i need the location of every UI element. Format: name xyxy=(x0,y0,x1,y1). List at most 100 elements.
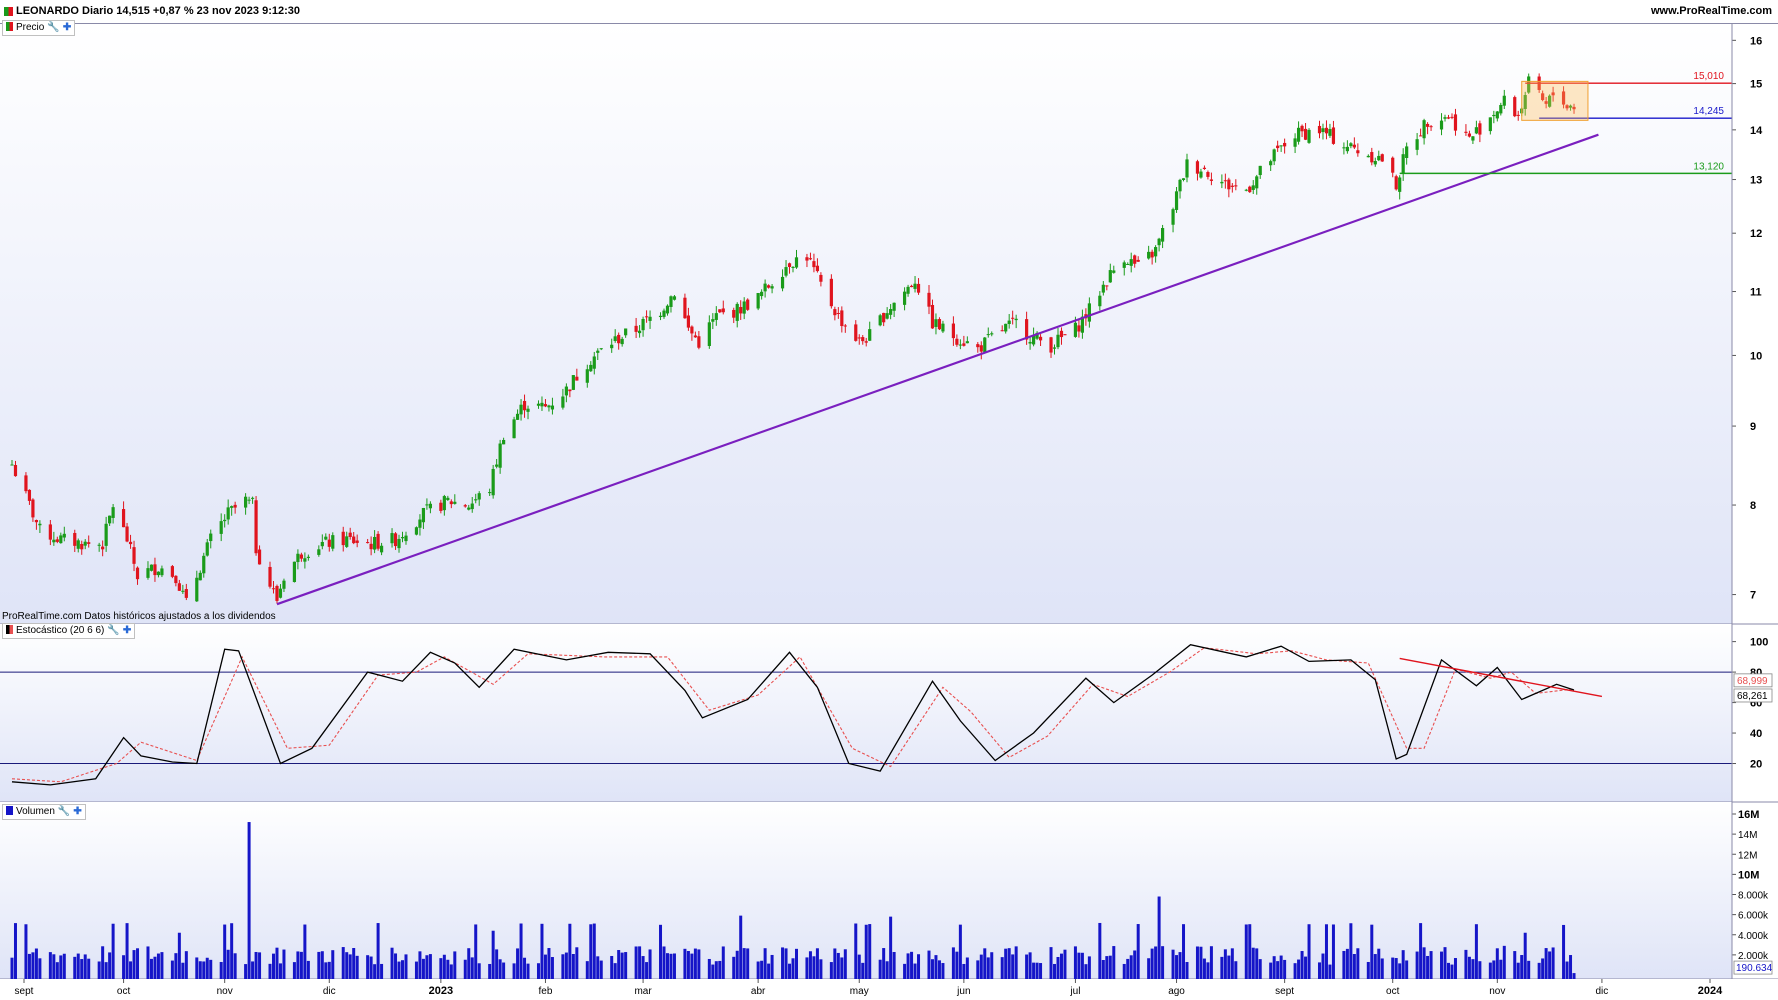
candle-body xyxy=(1401,154,1405,174)
candle-body xyxy=(746,299,750,310)
volume-bar xyxy=(258,952,262,979)
volume-bar xyxy=(1209,946,1213,979)
volume-bar xyxy=(73,956,77,979)
candle-body xyxy=(1495,111,1499,119)
volume-bar xyxy=(366,955,370,979)
stoch-last-box xyxy=(1733,673,1773,688)
volume-bar xyxy=(523,957,527,979)
volume-panel[interactable]: 16M 14M 12M 10M 8.000k 6.000k 4.000k 2.000k190.… xyxy=(0,802,1778,980)
volume-bar xyxy=(624,952,628,979)
chart-svg[interactable]: 16 15 14 13 12 11 10 9 8 7 15,010 14,245 13,120 100 8… xyxy=(0,24,1778,1000)
candle-body xyxy=(519,404,523,415)
candle-body xyxy=(756,293,760,309)
price-panel[interactable]: 16 15 14 13 12 11 10 9 8 7 15,010 14,245 13,120 xyxy=(0,24,1778,625)
candle-body xyxy=(536,403,541,406)
volume-bar xyxy=(829,962,833,979)
volume-bar xyxy=(955,951,959,979)
volume-bar xyxy=(836,952,840,979)
candle-body xyxy=(80,543,84,550)
volume-bar xyxy=(1276,961,1280,979)
volume-bar xyxy=(641,956,645,979)
candle-body xyxy=(132,547,136,564)
volume-bar xyxy=(1133,950,1137,979)
volume-bar xyxy=(543,954,547,979)
plus-icon[interactable]: ✚ xyxy=(62,22,72,33)
level-label: 14,245 xyxy=(1693,106,1724,117)
volume-bar xyxy=(990,952,994,979)
candle-body xyxy=(714,313,718,320)
volume-bar xyxy=(341,947,345,979)
candle-body xyxy=(742,301,746,314)
plus-icon[interactable]: ✚ xyxy=(73,806,82,817)
plus-icon[interactable]: ✚ xyxy=(122,625,132,636)
candle-body xyxy=(840,310,844,327)
volume-bar xyxy=(672,953,676,979)
candle-body xyxy=(177,583,181,591)
candle-body xyxy=(979,345,983,352)
footnote: ProRealTime.com Datos históricos ajustad… xyxy=(2,611,276,622)
volume-bar xyxy=(1419,923,1423,979)
volume-bar xyxy=(52,954,56,979)
volume-bar xyxy=(683,948,687,979)
candle-body xyxy=(990,333,994,335)
volume-bar xyxy=(125,923,129,979)
volume-bar xyxy=(1380,958,1384,979)
candle-body xyxy=(658,315,663,318)
candle-body xyxy=(83,541,87,546)
volume-bar xyxy=(1234,961,1238,979)
volume-bar xyxy=(48,952,52,979)
volume-bar xyxy=(1429,951,1433,979)
candle-body xyxy=(1523,95,1527,109)
volume-bar xyxy=(1321,953,1325,979)
volume-bar xyxy=(156,953,160,979)
volume-bar xyxy=(352,948,356,979)
candle-body xyxy=(62,533,66,538)
wrench-icon[interactable]: 🔧 xyxy=(57,806,71,817)
candle-body xyxy=(787,263,792,267)
candle-body xyxy=(683,297,687,319)
price-panel-header[interactable]: Precio 🔧 ✚ xyxy=(2,20,76,36)
trendline xyxy=(276,133,1599,606)
volume-bar xyxy=(568,923,572,979)
candle-body xyxy=(1464,131,1468,133)
volume-bar xyxy=(1474,924,1478,979)
volume-bar xyxy=(1488,962,1492,979)
volume-bar xyxy=(83,954,87,979)
candle-body xyxy=(1300,125,1304,132)
volume-bar xyxy=(226,949,230,979)
volume-bar xyxy=(1450,964,1454,979)
x-tick-label: may xyxy=(850,986,869,997)
volume-bar xyxy=(1251,947,1255,979)
volume-bar xyxy=(843,949,847,979)
volume-bar xyxy=(735,950,739,979)
candle-body xyxy=(1000,330,1004,332)
stoch-panel-header[interactable]: Estocástico (20 6 6) 🔧 ✚ xyxy=(2,623,136,639)
volume-bar xyxy=(421,958,425,979)
wrench-icon[interactable]: 🔧 xyxy=(107,625,120,636)
candle-body xyxy=(1011,317,1015,319)
candle-body xyxy=(48,524,52,540)
volume-bar xyxy=(24,924,28,979)
candle-body xyxy=(1349,143,1353,147)
price-tick-label: 10 xyxy=(1750,350,1762,362)
volume-bar xyxy=(665,953,669,979)
candle-body xyxy=(1317,125,1322,134)
volume-bar xyxy=(697,949,701,979)
wrench-icon[interactable]: 🔧 xyxy=(47,22,60,33)
candle-body xyxy=(1352,144,1356,148)
price-tick-label: 13 xyxy=(1750,175,1762,187)
volume-bar xyxy=(129,961,133,979)
volume-bar xyxy=(770,954,774,979)
volume-bar xyxy=(1014,946,1018,979)
candle-body xyxy=(198,572,202,581)
volume-bar xyxy=(833,948,837,979)
level-label: 15,010 xyxy=(1693,71,1724,82)
volume-panel-header[interactable]: Volumen 🔧 ✚ xyxy=(2,804,86,820)
volume-bar xyxy=(1565,961,1569,979)
site-link[interactable]: www.ProRealTime.com xyxy=(1650,5,1772,17)
volume-bar xyxy=(1112,946,1116,979)
volume-bar xyxy=(1147,958,1151,979)
candle-body xyxy=(1394,176,1398,190)
candle-body xyxy=(1568,105,1573,108)
